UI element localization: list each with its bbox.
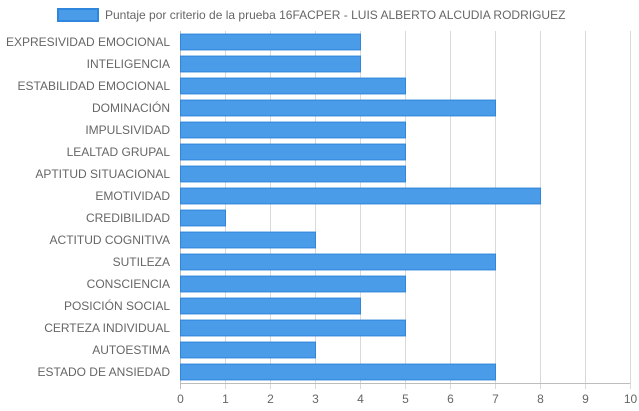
bar[interactable] (180, 187, 541, 205)
category-label: POSICIÓN SOCIAL (64, 298, 170, 313)
bar[interactable] (180, 231, 316, 249)
category-labels: EXPRESIVIDAD EMOCIONAL INTELIGENCIA ESTABI… (6, 35, 170, 379)
x-tick-label: 2 (267, 392, 274, 406)
category-label: LEALTAD GRUPAL (67, 145, 171, 159)
category-label: CERTEZA INDIVIDUAL (44, 321, 170, 335)
legend-swatch (57, 8, 99, 22)
bar[interactable] (180, 165, 406, 183)
x-tick-label: 1 (222, 392, 229, 406)
bar[interactable] (180, 143, 406, 161)
category-label: AUTOESTIMA (92, 343, 170, 357)
category-label: EXPRESIVIDAD EMOCIONAL (6, 35, 170, 49)
x-tick-label: 4 (357, 392, 364, 406)
bar[interactable] (180, 33, 361, 51)
category-label: EMOTIVIDAD (95, 189, 170, 203)
x-tick-label: 3 (312, 392, 319, 406)
category-label: CREDIBILIDAD (86, 211, 170, 225)
category-label: ESTADO DE ANSIEDAD (38, 365, 171, 379)
bars (180, 33, 541, 381)
bar[interactable] (180, 99, 496, 117)
category-label: DOMINACIÓN (92, 100, 170, 115)
bar[interactable] (180, 209, 226, 227)
category-label: APTITUD SITUACIONAL (35, 167, 170, 181)
x-tick-label: 5 (402, 392, 409, 406)
bar[interactable] (180, 275, 406, 293)
x-tick-label: 6 (447, 392, 454, 406)
legend[interactable]: Puntaje por criterio de la prueba 16FACP… (57, 8, 565, 22)
bar[interactable] (180, 297, 361, 315)
x-axis-tick-labels: 0 1 2 3 4 5 6 7 8 9 10 (177, 392, 637, 406)
bar[interactable] (180, 319, 406, 337)
bar[interactable] (180, 77, 406, 95)
category-label: IMPULSIVIDAD (85, 123, 170, 137)
x-tick-label: 7 (492, 392, 499, 406)
x-tick-label: 9 (582, 392, 589, 406)
bar[interactable] (180, 121, 406, 139)
bar[interactable] (180, 55, 361, 73)
bar[interactable] (180, 341, 316, 359)
category-label: CONSCIENCIA (87, 277, 170, 291)
bar[interactable] (180, 363, 496, 381)
bar[interactable] (180, 253, 496, 271)
category-label: ACTITUD COGNITIVA (50, 233, 170, 247)
x-tick-label: 8 (537, 392, 544, 406)
x-tick-label: 0 (177, 392, 184, 406)
category-label: ESTABILIDAD EMOCIONAL (18, 79, 171, 93)
legend-label: Puntaje por criterio de la prueba 16FACP… (105, 8, 565, 22)
category-label: INTELIGENCIA (87, 57, 170, 71)
x-tick-label: 10 (624, 392, 638, 406)
category-label: SUTILEZA (113, 255, 170, 269)
